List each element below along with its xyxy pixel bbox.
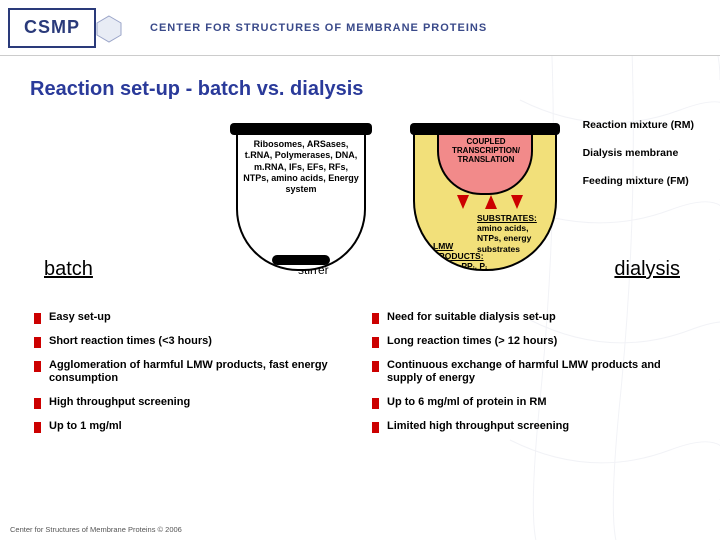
batch-tube: Ribosomes, ARSases, t.RNA, Polymerases, … bbox=[230, 123, 372, 279]
header: CSMP CENTER FOR STRUCTURES OF MEMBRANE P… bbox=[0, 0, 720, 56]
diagram: batch dialysis stirrer Ribosomes, ARSase… bbox=[30, 119, 690, 299]
bullet-item: Limited high throughput screening bbox=[372, 420, 686, 434]
bullet-item: Easy set-up bbox=[34, 311, 348, 325]
bullets: Easy set-up Short reaction times (<3 hou… bbox=[30, 311, 690, 444]
callout-rm: Reaction mixture (RM) bbox=[583, 119, 694, 131]
batch-tube-text: Ribosomes, ARSases, t.RNA, Polymerases, … bbox=[242, 139, 360, 195]
bullets-right: Need for suitable dialysis set-up Long r… bbox=[372, 311, 686, 444]
bullet-item: Short reaction times (<3 hours) bbox=[34, 335, 348, 349]
header-title: CENTER FOR STRUCTURES OF MEMBRANE PROTEI… bbox=[150, 22, 487, 34]
callout-fm: Feeding mixture (FM) bbox=[583, 175, 694, 187]
bullet-item: Continuous exchange of harmful LMW produ… bbox=[372, 359, 686, 387]
bullet-item: Long reaction times (> 12 hours) bbox=[372, 335, 686, 349]
bullet-item: High throughput screening bbox=[34, 396, 348, 410]
batch-label: batch bbox=[44, 258, 93, 281]
dialysis-inner-text: COUPLED TRANSCRIPTION/ TRANSLATION bbox=[444, 137, 528, 165]
hex-icon bbox=[94, 14, 124, 44]
dialysis-label: dialysis bbox=[614, 258, 680, 281]
bullet-item: Up to 6 mg/ml of protein in RM bbox=[372, 396, 686, 410]
logo: CSMP bbox=[8, 8, 96, 48]
callouts: Reaction mixture (RM) Dialysis membrane … bbox=[583, 119, 694, 203]
slide-title: Reaction set-up - batch vs. dialysis bbox=[30, 78, 690, 101]
bullet-item: Need for suitable dialysis set-up bbox=[372, 311, 686, 325]
lmw-label: LMWPRODUCTS:NMPs, PPi, Pi bbox=[433, 241, 515, 271]
dialysis-tube: SUBSTRATES:amino acids,NTPs, energysubst… bbox=[410, 123, 560, 279]
footer: Center for Structures of Membrane Protei… bbox=[10, 525, 182, 534]
bullets-left: Easy set-up Short reaction times (<3 hou… bbox=[34, 311, 348, 444]
logo-text: CSMP bbox=[24, 17, 80, 38]
content: Reaction set-up - batch vs. dialysis bat… bbox=[0, 56, 720, 444]
bullet-item: Agglomeration of harmful LMW products, f… bbox=[34, 359, 348, 387]
bullet-item: Up to 1 mg/ml bbox=[34, 420, 348, 434]
callout-membrane: Dialysis membrane bbox=[583, 147, 694, 159]
